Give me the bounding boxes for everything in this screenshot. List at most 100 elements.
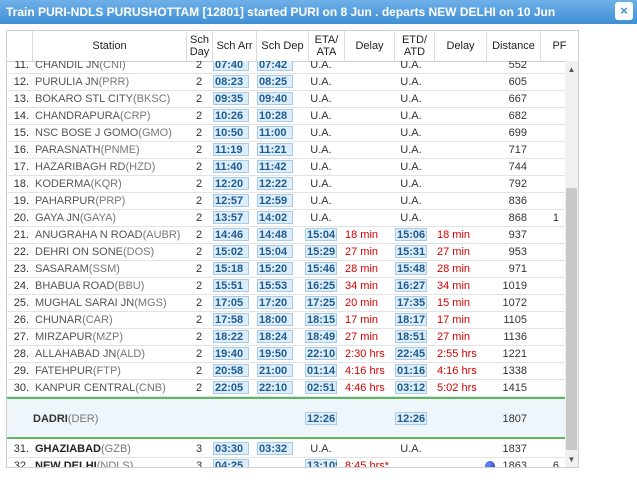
cell-arr: 07:40 <box>213 61 249 73</box>
table-row[interactable]: 31. GHAZIABAD(GZB) 3 03:30 03:32 U.A. U.A. 1837 <box>7 441 565 458</box>
table-row[interactable]: 14. CHANDRAPURA(CRP) 2 10:26 10:28 U.A. U.A. 68… <box>7 108 565 125</box>
table-row[interactable]: 19. PAHARPUR(PRP) 2 12:57 12:59 U.A. U.A. 836 <box>7 193 565 210</box>
cell-stn: PAHARPUR(PRP) <box>33 193 187 209</box>
station-name: PARASNATH <box>35 144 101 156</box>
cell-stn: CHANDRAPURA(CRP) <box>33 108 187 124</box>
time-arr: 14:46 <box>213 228 249 241</box>
table-row[interactable]: 20. GAYA JN(GAYA) 2 13:57 14:02 U.A. U.A. 868 1 <box>7 210 565 227</box>
header-delay-dep[interactable]: Delay <box>435 31 487 61</box>
cell-etd: 01:16 <box>395 363 427 379</box>
cell-dep: 21:00 <box>257 363 293 379</box>
cell-sno: 26. <box>13 314 29 326</box>
table-row[interactable]: 13. BOKARO STL CITY(BKSC) 2 09:35 09:40 U.A. U… <box>7 91 565 108</box>
table-row[interactable]: 30. KANPUR CENTRAL(CNB) 2 22:05 22:10 02:51 4:… <box>7 380 565 397</box>
time-eta: 17:25 <box>305 296 337 309</box>
time-eta: 15:04 <box>305 228 337 241</box>
table-row[interactable]: 18. KODERMA(KQR) 2 12:20 12:22 U.A. U.A. 792 <box>7 176 565 193</box>
cell-arr: 17:05 <box>213 295 249 311</box>
close-icon[interactable]: × <box>615 2 633 20</box>
cell-sno: 20. <box>13 212 29 224</box>
cell-dep: 11:42 <box>257 159 293 175</box>
station-name: ANUGRAHA N ROAD <box>35 229 143 241</box>
cell-eta: 18:49 <box>305 329 337 345</box>
cell-dist: 971 <box>508 263 527 275</box>
time-arr: 17:05 <box>213 296 249 309</box>
cell-arr: 11:19 <box>213 142 249 158</box>
current-station-row: DADRI(DER) 12:26 12:26 1807 <box>7 397 565 439</box>
station-code: (CAR) <box>82 314 113 326</box>
cell-arr: 11:40 <box>213 159 249 175</box>
header-distance[interactable]: Distance <box>487 31 541 61</box>
station-name: KANPUR CENTRAL <box>35 382 136 394</box>
cell-d2: 27 min <box>437 246 471 258</box>
table-row[interactable]: 27. MIRZAPUR(MZP) 2 18:22 18:24 18:49 27 min 18… <box>7 329 565 346</box>
cell-day: 2 <box>195 144 203 156</box>
cell-stn: KODERMA(KQR) <box>33 176 187 192</box>
time-dep: 07:42 <box>257 61 293 71</box>
cell-arr: 04:25 <box>213 458 249 467</box>
station-name: BOKARO STL CITY <box>35 93 134 105</box>
cell-d1: 17 min <box>345 314 379 326</box>
cell-d2: 18 min <box>437 229 471 241</box>
current-station-name: DADRI(DER) <box>31 411 185 427</box>
header-pf[interactable]: PF <box>552 40 567 52</box>
cell-d2 <box>435 441 487 457</box>
table-row[interactable]: 16. PARASNATH(PNME) 2 11:19 11:21 U.A. U.A. 717 <box>7 142 565 159</box>
header-sch-dep[interactable]: Sch Dep <box>257 31 309 61</box>
table-row[interactable]: 32. NEW DELHI(NDLS) 3 04:25 13:10* 8:45 hrs* 1… <box>7 458 565 467</box>
time-eta: 02:51 <box>305 381 337 394</box>
vertical-scrollbar[interactable]: ▲ ▼ <box>565 61 578 467</box>
cell-etd: 15:06 <box>395 227 427 243</box>
table-row[interactable]: 22. DEHRI ON SONE(DOS) 2 15:02 15:04 15:29 27 … <box>7 244 565 261</box>
scroll-thumb[interactable] <box>566 188 577 450</box>
cell-eta: U.A. <box>310 93 332 105</box>
cell-arr: 14:46 <box>213 227 249 243</box>
cell-d2: 4:16 hrs <box>437 365 477 377</box>
cell-etd: U.A. <box>400 127 422 139</box>
table-row[interactable]: 23. SASARAM(SSM) 2 15:18 15:20 15:46 28 min 15:… <box>7 261 565 278</box>
station-code: (MZP) <box>92 331 123 343</box>
header-sch-day[interactable]: Sch Day <box>187 31 213 61</box>
table-row[interactable]: 15. NSC BOSE J GOMO(GMO) 2 10:50 11:00 U.A. U.… <box>7 125 565 142</box>
cell-etd: 22:45 <box>395 346 427 362</box>
station-code: (CRP) <box>119 110 151 122</box>
table-row[interactable]: 11. CHANDIL JN(CNI) 2 07:40 07:42 U.A. U.A. 552 <box>7 61 565 74</box>
table-row[interactable]: 26. CHUNAR(CAR) 2 17:58 18:00 18:15 17 min 18:1… <box>7 312 565 329</box>
header-station[interactable]: Station <box>33 31 187 61</box>
cell-d1: 27 min <box>345 331 379 343</box>
cell-etd: 18:17 <box>395 312 427 328</box>
table-row[interactable]: 17. HAZARIBAGH RD(HZD) 2 11:40 11:42 U.A. U.A.… <box>7 159 565 176</box>
time-arr: 12:57 <box>213 194 249 207</box>
station-name: FATEHPUR <box>35 365 93 377</box>
cell-pf <box>531 108 561 124</box>
time-etd: 15:31 <box>395 245 427 258</box>
time-dep: 18:00 <box>257 313 293 326</box>
table-row[interactable]: 12. PURULIA JN(PRR) 2 08:23 08:25 U.A. U.A. 605 <box>7 74 565 91</box>
table-row[interactable]: 21. ANUGRAHA N ROAD(AUBR) 2 14:46 14:48 15:04… <box>7 227 565 244</box>
scroll-up-icon[interactable]: ▲ <box>567 65 576 74</box>
station-name: GAYA JN <box>35 212 80 224</box>
table-row[interactable]: 28. ALLAHABAD JN(ALD) 2 19:40 19:50 22:10 2:30… <box>7 346 565 363</box>
cell-eta: 13:10* <box>305 458 337 467</box>
cell-d1 <box>343 125 395 141</box>
cell-etd: U.A. <box>400 178 422 190</box>
header-delay-arr[interactable]: Delay <box>345 31 395 61</box>
station-name: DEHRI ON SONE <box>35 246 124 258</box>
header-etd[interactable]: ETD/ ATD <box>395 31 435 61</box>
table-row[interactable]: 25. MUGHAL SARAI JN(MGS) 2 17:05 17:20 17:25 2… <box>7 295 565 312</box>
time-arr: 04:25 <box>213 459 249 467</box>
scroll-down-icon[interactable]: ▼ <box>567 455 576 464</box>
header-sch-arr[interactable]: Sch Arr <box>213 31 257 61</box>
cell-d1 <box>343 61 395 73</box>
cell-dep: 18:00 <box>257 312 293 328</box>
cell-stn: NSC BOSE J GOMO(GMO) <box>33 125 187 141</box>
table-row[interactable]: 24. BHABUA ROAD(BBU) 2 15:51 15:53 16:25 34 mi… <box>7 278 565 295</box>
cell-dist: 744 <box>508 161 527 173</box>
cell-pf <box>531 346 561 362</box>
table-row[interactable]: 29. FATEHPUR(FTP) 2 20:58 21:00 01:14 4:16 hrs… <box>7 363 565 380</box>
schedule-grid: Station Sch Day Sch Arr Sch Dep ETA/ ATA… <box>6 30 579 468</box>
header-eta[interactable]: ETA/ ATA <box>309 31 345 61</box>
cell-dep: 03:32 <box>257 441 293 457</box>
cell-pf <box>531 441 561 457</box>
cell-etd: U.A. <box>400 110 422 122</box>
